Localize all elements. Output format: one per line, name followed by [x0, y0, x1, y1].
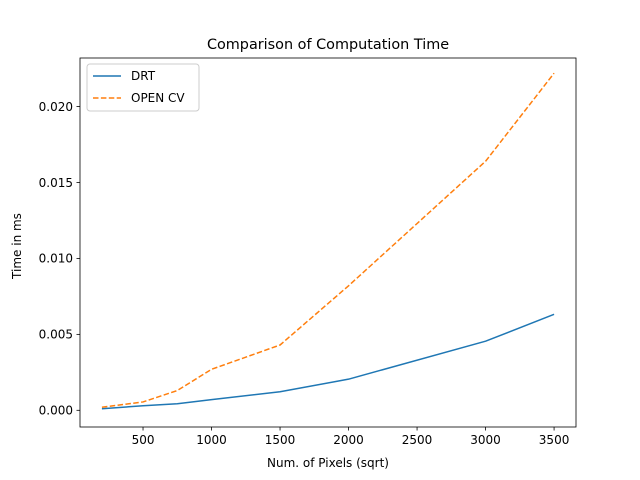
plot-frame: [79, 57, 577, 428]
x-tick-label: 1000: [196, 433, 227, 447]
y-tick-label: 0.010: [39, 252, 73, 266]
x-tick-label: 500: [132, 433, 155, 447]
y-tick-label: 0.000: [39, 404, 73, 418]
plot-area: [79, 57, 577, 428]
legend-label-opencv: OPEN CV: [131, 91, 185, 105]
legend-label-drt: DRT: [131, 69, 156, 83]
y-tick-label: 0.005: [39, 328, 73, 342]
y-axis: 0.000 0.005 0.010 0.015 0.020: [39, 100, 80, 418]
x-tick-label: 3000: [470, 433, 501, 447]
x-tick-label: 1500: [265, 433, 296, 447]
y-tick-label: 0.020: [39, 100, 73, 114]
chart-title: Comparison of Computation Time: [207, 37, 449, 53]
series-line-drt: [101, 313, 555, 410]
x-axis: 500 1000 1500 2000 2500 3000 3500: [132, 427, 570, 447]
series-layer: [101, 72, 555, 410]
x-tick-label: 2500: [402, 433, 433, 447]
x-tick-label: 3500: [539, 433, 570, 447]
y-tick-label: 0.015: [39, 176, 73, 190]
x-tick-label: 2000: [333, 433, 364, 447]
y-axis-label: Time in ms: [10, 213, 24, 280]
legend: DRT OPEN CV: [86, 63, 200, 112]
x-axis-label: Num. of Pixels (sqrt): [267, 456, 389, 470]
series-line-opencv: [101, 72, 555, 409]
